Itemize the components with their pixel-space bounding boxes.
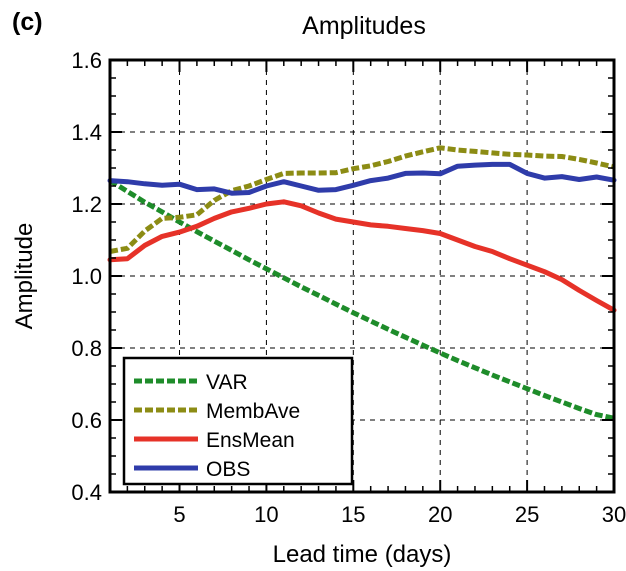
- y-tick-label: 1.0: [71, 264, 102, 289]
- x-tick-label: 15: [341, 502, 365, 527]
- x-tick-label: 10: [254, 502, 278, 527]
- y-tick-label: 1.4: [71, 120, 102, 145]
- legend: VAR MembAve EnsMean OBS: [122, 356, 354, 486]
- x-tick-label: 25: [515, 502, 539, 527]
- panel-label: (c): [12, 8, 43, 36]
- y-tick-label: 0.4: [71, 480, 102, 505]
- x-axis-title: Lead time (days): [273, 541, 452, 568]
- y-tick-label: 1.2: [71, 192, 102, 217]
- x-tick-label: 5: [173, 502, 185, 527]
- axis-ticks: 5 10 15 20 25 30 0.4 0.6 0.8 1.0 1.2 1.4 1.6: [71, 48, 626, 527]
- y-tick-label: 0.6: [71, 408, 102, 433]
- y-axis-title: Amplitude: [11, 223, 38, 330]
- legend-label-ensmean: EnsMean: [206, 429, 295, 452]
- legend-label-var: VAR: [206, 371, 248, 394]
- legend-label-membave: MembAve: [206, 400, 300, 423]
- y-tick-label: 1.6: [71, 48, 102, 73]
- chart-title: Amplitudes: [302, 12, 426, 40]
- series-line-obs: [107, 161, 617, 196]
- legend-label-obs: OBS: [206, 458, 250, 481]
- series-line-var: [108, 178, 615, 421]
- series-lines: [107, 145, 617, 421]
- series-line-ensmean: [107, 199, 617, 313]
- series-line-membave: [109, 145, 615, 254]
- y-tick-label: 0.8: [71, 336, 102, 361]
- x-tick-label: 20: [428, 502, 452, 527]
- x-tick-label: 30: [602, 502, 626, 527]
